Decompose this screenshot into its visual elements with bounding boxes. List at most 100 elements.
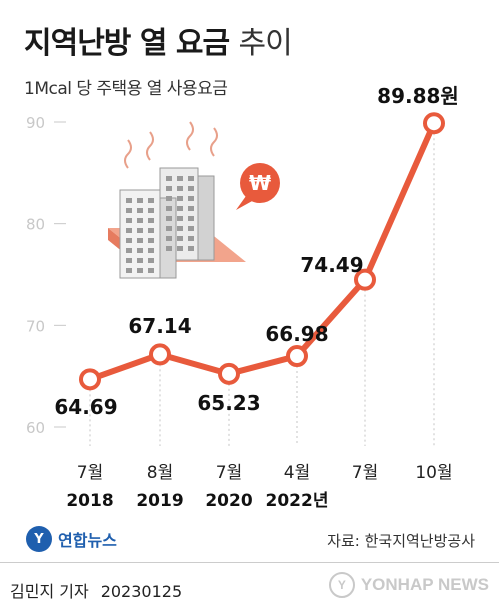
steam-icon [146, 131, 154, 161]
watermark: Y YONHAP NEWS [328, 572, 489, 598]
steam-icon [186, 121, 194, 151]
title-bold: 지역난방 열 요금 [24, 26, 230, 61]
building-window [137, 218, 143, 223]
building-window [148, 248, 154, 253]
y-tick-label: 90 [26, 114, 45, 132]
watermark-logo-icon: Y [328, 572, 355, 598]
building-window [126, 238, 132, 243]
logo-mark-icon: Y [26, 526, 52, 552]
data-points [79, 112, 445, 391]
building-window [166, 186, 172, 191]
building-window [137, 238, 143, 243]
byline-name: 김민지 기자 [10, 582, 89, 601]
data-point [218, 362, 240, 385]
building-window [188, 176, 194, 181]
building-window [166, 196, 172, 201]
chart-title: 지역난방 열 요금 추이 [24, 18, 293, 62]
building-window [166, 226, 172, 231]
x-axis-labels: 7월 2018 8월 2019 7월 2020 4월 2022년 7월 10월 [66, 463, 452, 511]
x-tick-month: 4월 [284, 463, 310, 483]
x-tick-month: 7월 [352, 463, 378, 483]
building-window [188, 206, 194, 211]
building-window [188, 216, 194, 221]
watermark-text: YONHAP NEWS [360, 575, 489, 594]
building-window [126, 208, 132, 213]
y-tick-label: 80 [26, 216, 45, 234]
data-point [286, 345, 308, 368]
steam-icon [124, 139, 132, 169]
x-tick-month: 8월 [147, 463, 173, 483]
building-window [177, 216, 183, 221]
data-point [354, 268, 376, 291]
building-window [166, 176, 172, 181]
chart-subtitle: 1Mcal 당 주택용 열 사용요금 [24, 79, 228, 99]
x-tick-month: 7월 [216, 463, 242, 483]
won-symbol: ₩ [249, 171, 271, 195]
building-front [119, 189, 161, 279]
building-window [137, 198, 143, 203]
won-badge-icon [240, 163, 280, 203]
data-point [149, 343, 171, 366]
building-window [148, 218, 154, 223]
building-window [137, 228, 143, 233]
line-chart: 60 70 80 90 ₩ 64.69 67.14 65.23 66.98 74.49 89.8… [26, 84, 459, 511]
data-point [79, 368, 101, 391]
data-label: 65.23 [197, 391, 260, 415]
y-tick-label: 70 [26, 317, 45, 335]
source-note: 자료: 한국지역난방공사 [327, 532, 475, 550]
building-window [166, 246, 172, 251]
x-tick-year: 2022년 [266, 491, 329, 511]
building-window [148, 238, 154, 243]
x-tick-year: 2018 [66, 491, 113, 511]
building-window [188, 226, 194, 231]
building-back-side [197, 175, 215, 261]
yonhap-logo: Y 연합뉴스 [26, 526, 117, 552]
building-window [188, 196, 194, 201]
building-window [177, 236, 183, 241]
building-window [137, 248, 143, 253]
x-tick-month: 7월 [77, 463, 103, 483]
building-window [188, 186, 194, 191]
building-window [148, 228, 154, 233]
building-window [148, 208, 154, 213]
building-window [177, 206, 183, 211]
building-window [177, 186, 183, 191]
series-line [87, 120, 437, 383]
data-point [423, 112, 445, 135]
building-window [126, 248, 132, 253]
building-window [137, 208, 143, 213]
building-window [166, 206, 172, 211]
building-window [177, 226, 183, 231]
building-window [166, 236, 172, 241]
building-illustration: ₩ [108, 121, 280, 279]
building-window [166, 216, 172, 221]
title-light: 추이 [238, 26, 293, 61]
building-window [148, 258, 154, 263]
building-window [137, 268, 143, 273]
building-window [148, 268, 154, 273]
data-label: 66.98 [265, 322, 328, 346]
building-windows [126, 176, 194, 273]
building-window [126, 258, 132, 263]
won-badge-tail [236, 196, 254, 210]
building-window [137, 258, 143, 263]
data-label: 64.69 [54, 395, 117, 419]
x-tick-year: 2020 [205, 491, 252, 511]
building-window [177, 176, 183, 181]
byline: 김민지 기자 20230125 [10, 578, 182, 602]
building-window [188, 236, 194, 241]
steam-icon [210, 127, 218, 157]
footer-divider [0, 562, 499, 563]
data-label: 67.14 [128, 314, 191, 338]
x-tick-year: 2019 [136, 491, 183, 511]
y-tick-label: 60 [26, 419, 45, 437]
guide-lines [89, 123, 435, 446]
data-label: 89.88원 [377, 84, 459, 108]
logo-text: 연합뉴스 [58, 531, 117, 550]
data-label: 74.49 [300, 253, 363, 277]
byline-date: 20230125 [100, 582, 183, 601]
building-window [188, 246, 194, 251]
building-window [126, 228, 132, 233]
building-window [126, 268, 132, 273]
building-window [148, 198, 154, 203]
